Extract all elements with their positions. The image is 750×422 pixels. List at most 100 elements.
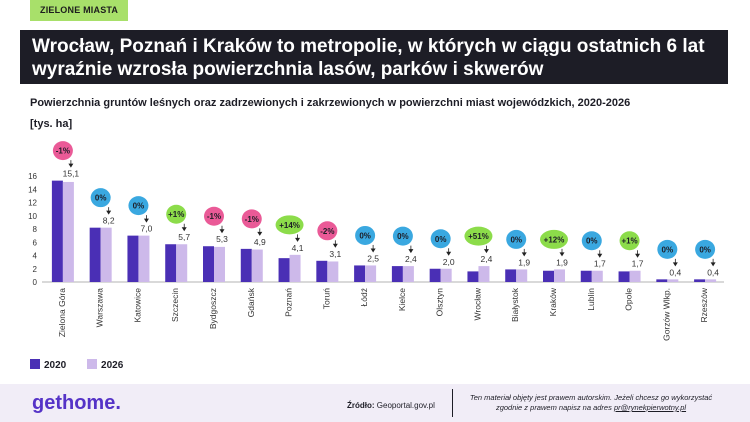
value-label-warszawa: 8,2 (103, 216, 115, 226)
category-label-zielona-góra: Zielona Góra (57, 288, 67, 337)
y-tick-label: 4 (33, 252, 38, 261)
change-badge-opole (619, 231, 640, 251)
change-badge-białystok (506, 229, 527, 249)
category-label-poznań: Poznań (284, 288, 294, 317)
copyright-line-2: zgodnie z prawem napisz na adres pr@ryne… (456, 403, 726, 413)
bar-2026-katowice (138, 235, 150, 282)
footer: gethome. Źródło: Geoportal.gov.pl Ten ma… (0, 384, 750, 422)
bar-2020-wrocław (467, 271, 479, 282)
category-label-warszawa: Warszawa (95, 288, 105, 328)
value-label-lublin: 1,7 (594, 259, 606, 269)
value-label-olsztyn: 2,0 (443, 257, 455, 267)
change-arrow-head-łódź (370, 248, 376, 253)
y-tick-label: 0 (33, 278, 38, 287)
bar-2026-lublin (591, 270, 603, 282)
change-arrow-head-gdańsk (257, 231, 263, 236)
change-arrow-head-toruń (332, 243, 338, 248)
category-label-katowice: Katowice (132, 288, 142, 323)
value-label-gorzów-wlkp: 0,4 (669, 267, 681, 277)
change-badge-gorzów-wlkp (657, 239, 678, 259)
change-badge-label-olsztyn: 0% (435, 235, 447, 244)
change-arrow-head-kraków (559, 252, 565, 257)
change-badge-label-warszawa: 0% (95, 194, 107, 203)
y-tick-label: 12 (28, 199, 37, 208)
bar-chart: 0 2 4 6 8 10 12 14 16 15,1 -1% Zielona Góra 8,2 0% War… (28, 141, 724, 341)
value-label-zielona-góra: 15,1 (63, 169, 80, 179)
gethome-logo: gethome. (32, 392, 121, 414)
change-arrow-head-gorzów-wlkp (672, 262, 678, 267)
y-tick-label: 10 (28, 212, 37, 221)
change-badge-rzeszów (695, 239, 716, 259)
copyright-email-link[interactable]: pr@rynekpierwotny.pl (613, 403, 687, 412)
y-tick-label: 2 (33, 265, 38, 274)
change-badge-label-bydgoszcz: -1% (207, 212, 221, 221)
change-badge-warszawa (90, 188, 111, 208)
value-label-wrocław: 2,4 (481, 254, 493, 264)
y-tick-label: 14 (28, 185, 37, 194)
category-label-rzeszów: Rzeszów (699, 287, 709, 322)
bar-2026-zielona-góra (62, 181, 74, 282)
bar-2026-wrocław (478, 266, 490, 282)
change-badge-label-opole: +1% (621, 237, 637, 246)
legend-label-2026: 2026 (101, 360, 124, 371)
bar-2026-rzeszów (705, 279, 717, 282)
category-label-gorzów-wlkp: Gorzów Wlkp. (661, 288, 671, 341)
change-badge-label-wrocław: +51% (468, 232, 489, 241)
change-badge-label-zielona-góra: -1% (56, 147, 70, 156)
bar-2026-gorzów-wlkp (667, 279, 679, 282)
bar-2026-bydgoszcz (214, 246, 225, 282)
bar-2020-toruń (316, 260, 328, 282)
category-label-olsztyn: Olsztyn (435, 288, 445, 317)
category-label-szczecin: Szczecin (170, 288, 180, 322)
bar-2020-gorzów-wlkp (656, 279, 668, 282)
category-label-bydgoszcz: Bydgoszcz (208, 288, 218, 329)
change-badge-toruń (317, 221, 338, 241)
change-badge-gdańsk (241, 209, 262, 229)
change-badge-label-rzeszów: 0% (699, 245, 711, 254)
value-label-poznań: 4,1 (292, 243, 304, 253)
bar-2020-lublin (580, 270, 592, 282)
page-title: Wrocław, Poznań i Kraków to metropolie, … (32, 36, 705, 80)
title-banner: Wrocław, Poznań i Kraków to metropolie, … (20, 30, 728, 84)
change-arrow-head-opole (635, 253, 641, 258)
bar-2020-łódź (354, 265, 366, 282)
bar-2020-kraków (543, 270, 554, 282)
bar-2026-kraków (554, 269, 565, 282)
copyright-line-2-prefix: zgodnie z prawem napisz na adres (495, 403, 612, 412)
value-label-gdańsk: 4,9 (254, 237, 266, 247)
change-arrow-head-wrocław (483, 249, 489, 254)
source-label: Źródło: (347, 401, 375, 410)
bar-2020-opole (618, 271, 630, 282)
change-badge-label-katowice: 0% (133, 202, 145, 211)
change-badge-wrocław (464, 226, 493, 246)
bar-2026-warszawa (100, 227, 112, 282)
bar-2026-szczecin (176, 244, 188, 282)
change-arrow-head-katowice (143, 218, 149, 223)
change-badge-label-toruń: -2% (320, 227, 334, 236)
bar-2020-bydgoszcz (203, 246, 214, 282)
category-label-kraków: Kraków (548, 287, 558, 316)
change-arrow-head-kielce (408, 249, 414, 254)
bar-2020-katowice (127, 235, 139, 282)
change-arrow-head-poznań (295, 237, 301, 242)
change-badge-kraków (540, 229, 568, 249)
change-badge-olsztyn (430, 229, 451, 249)
change-arrow-head-bydgoszcz (219, 229, 225, 234)
legend-swatch-2026 (87, 359, 98, 369)
y-tick-label: 6 (33, 238, 38, 247)
change-badge-label-białystok: 0% (510, 235, 522, 244)
category-label-lublin: Lublin (586, 288, 596, 311)
category-label-opole: Opole (624, 288, 634, 311)
bar-2026-opole (629, 270, 641, 282)
change-badge-label-gdańsk: -1% (245, 215, 259, 224)
bar-2026-poznań (289, 254, 301, 282)
copyright-note: Ten materiał objęty jest prawem autorski… (456, 393, 726, 413)
change-badge-bydgoszcz (204, 206, 224, 226)
bar-2020-kielce (391, 266, 403, 282)
bar-2020-olsztyn (429, 268, 441, 282)
change-badge-label-lublin: 0% (586, 237, 598, 246)
category-label-gdańsk: Gdańsk (246, 287, 256, 317)
bar-2026-olsztyn (440, 268, 452, 282)
legend-item-2026: 2026 (87, 359, 123, 371)
category-label-wrocław: Wrocław (472, 287, 482, 320)
